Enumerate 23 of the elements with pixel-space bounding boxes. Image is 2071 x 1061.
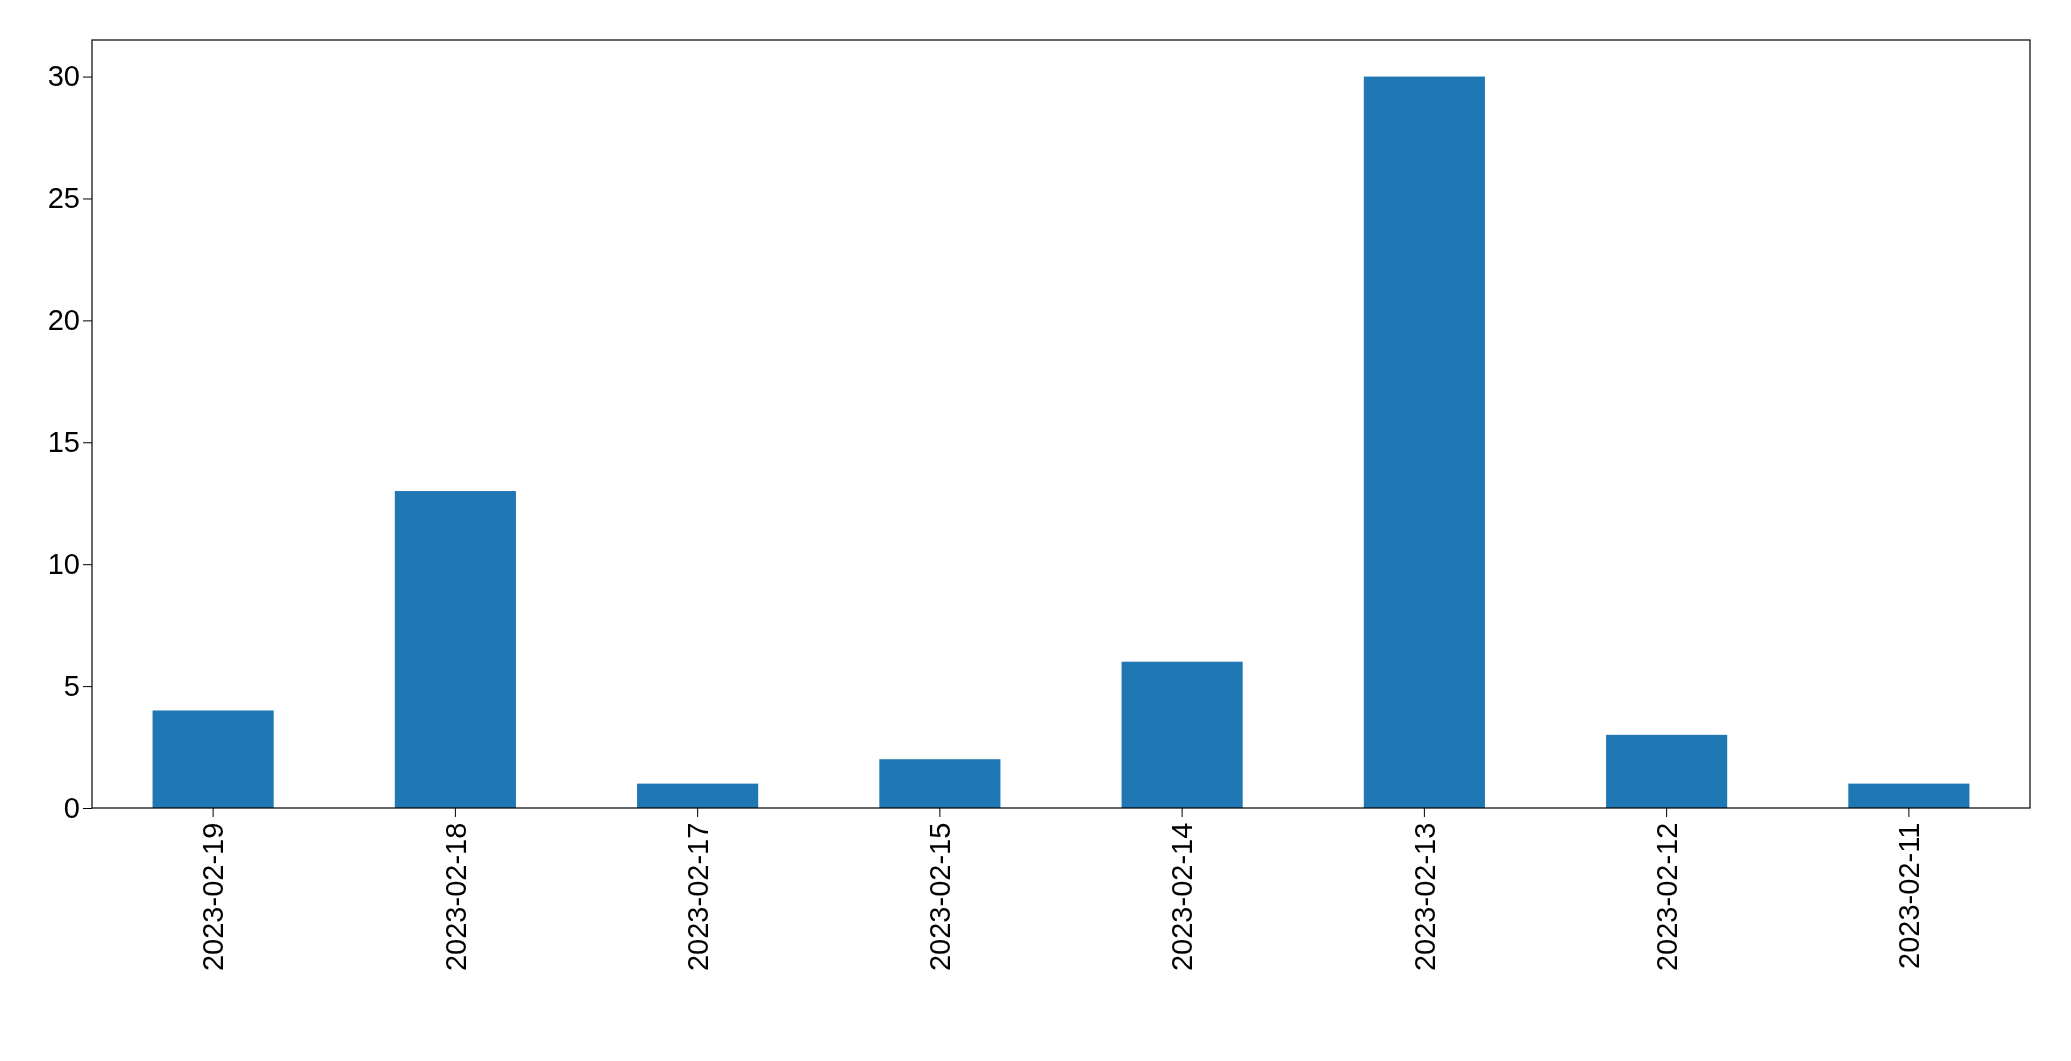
y-tick-label: 20 [47,304,80,337]
x-tick-label: 2023-02-11 [1893,822,1926,969]
y-tick-label: 25 [47,182,80,215]
y-tick-label: 15 [47,426,80,459]
x-tick-label: 2023-02-18 [439,822,472,972]
x-tick-label: 2023-02-19 [197,822,230,972]
x-tick-label: 2023-02-13 [1408,822,1441,972]
bar [1363,76,1485,808]
x-tick-label: 2023-02-12 [1650,822,1683,972]
bar [1848,783,1970,808]
bar [394,491,516,808]
bar [1606,734,1728,808]
x-tick-label: 2023-02-17 [681,822,714,972]
bar [1121,661,1243,808]
y-tick-label: 30 [47,60,80,93]
bar [637,783,759,808]
x-tick-label: 2023-02-14 [1166,822,1199,972]
y-tick-label: 5 [63,669,80,702]
y-tick-label: 0 [63,791,80,824]
bar [879,759,1001,808]
bar [152,710,274,808]
x-tick-label: 2023-02-15 [924,822,957,972]
y-tick-label: 10 [47,547,80,580]
